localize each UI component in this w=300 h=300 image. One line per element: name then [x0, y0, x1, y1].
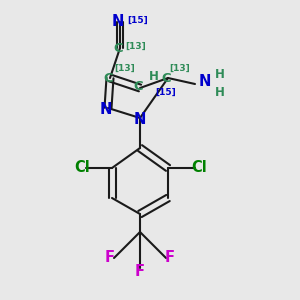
Text: [15]: [15]	[128, 16, 148, 25]
Text: F: F	[105, 250, 115, 266]
Text: N: N	[100, 101, 112, 116]
Text: Cl: Cl	[74, 160, 90, 175]
Text: [13]: [13]	[169, 64, 190, 73]
Text: F: F	[165, 250, 175, 266]
Text: F: F	[135, 265, 145, 280]
Text: [13]: [13]	[126, 41, 146, 50]
Text: C: C	[133, 80, 143, 92]
Text: [13]: [13]	[115, 64, 135, 73]
Text: N: N	[112, 14, 124, 29]
Text: C: C	[113, 41, 123, 55]
Text: H: H	[149, 70, 159, 83]
Text: N: N	[199, 74, 211, 89]
Text: N: N	[134, 112, 146, 127]
Text: C: C	[161, 71, 171, 85]
Text: Cl: Cl	[191, 160, 207, 175]
Text: C: C	[103, 71, 113, 85]
Text: [15]: [15]	[156, 88, 176, 97]
Text: H: H	[215, 85, 225, 98]
Text: H: H	[215, 68, 225, 80]
